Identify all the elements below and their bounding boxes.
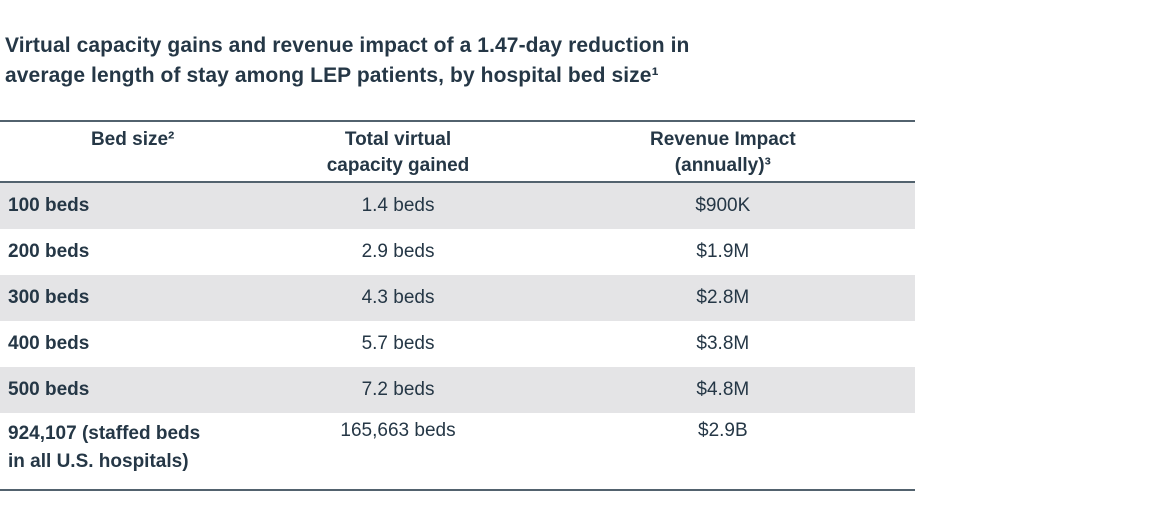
cell-revenue: $900K xyxy=(695,195,751,216)
cell-capacity: 7.2 beds xyxy=(361,379,435,400)
table-row-300-beds: 300 beds 4.3 beds $2.8M xyxy=(0,275,915,321)
cell-revenue: $2.8M xyxy=(696,287,750,308)
column-header-revenue-impact: Revenue Impact (annually)³ xyxy=(649,129,796,176)
cell-capacity: 4.3 beds xyxy=(361,287,435,308)
table-row-all-us-hospitals: 924,107 (staffed beds in all U.S. hospit… xyxy=(0,413,915,489)
table-row-400-beds: 400 beds 5.7 beds $3.8M xyxy=(0,321,915,367)
column-header-bed-size: Bed size² xyxy=(90,129,175,150)
cell-bed-size: 100 beds xyxy=(8,195,90,216)
table-row-100-beds: 100 beds 1.4 beds $900K xyxy=(0,183,915,229)
cell-revenue: $1.9M xyxy=(696,241,750,262)
column-header-virtual-capacity: Total virtual capacity gained xyxy=(326,129,470,176)
table-header-row: Bed size² Total virtual capacity gained … xyxy=(0,120,915,183)
figure-title: Virtual capacity gains and revenue impac… xyxy=(5,31,1152,91)
cell-capacity: 5.7 beds xyxy=(361,333,435,354)
cell-capacity: 1.4 beds xyxy=(361,195,435,216)
cell-capacity: 165,663 beds xyxy=(340,420,456,441)
cell-bed-size: 200 beds xyxy=(8,241,90,262)
cell-bed-size: 500 beds xyxy=(8,379,90,400)
cell-revenue: $3.8M xyxy=(696,333,750,354)
cell-bed-size: 400 beds xyxy=(8,333,90,354)
table-row-500-beds: 500 beds 7.2 beds $4.8M xyxy=(0,367,915,413)
title-line-2: average length of stay among LEP patient… xyxy=(5,64,659,87)
table-bottom-rule xyxy=(0,489,915,491)
cell-capacity: 2.9 beds xyxy=(361,241,435,262)
title-line-1: Virtual capacity gains and revenue impac… xyxy=(5,34,690,57)
cell-revenue: $4.8M xyxy=(696,379,750,400)
cell-bed-size: 300 beds xyxy=(8,287,90,308)
cell-revenue: $2.9B xyxy=(698,420,748,441)
table-row-200-beds: 200 beds 2.9 beds $1.9M xyxy=(0,229,915,275)
bed-size-table: Bed size² Total virtual capacity gained … xyxy=(0,120,915,491)
cell-bed-size: 924,107 (staffed beds in all U.S. hospit… xyxy=(8,423,201,472)
